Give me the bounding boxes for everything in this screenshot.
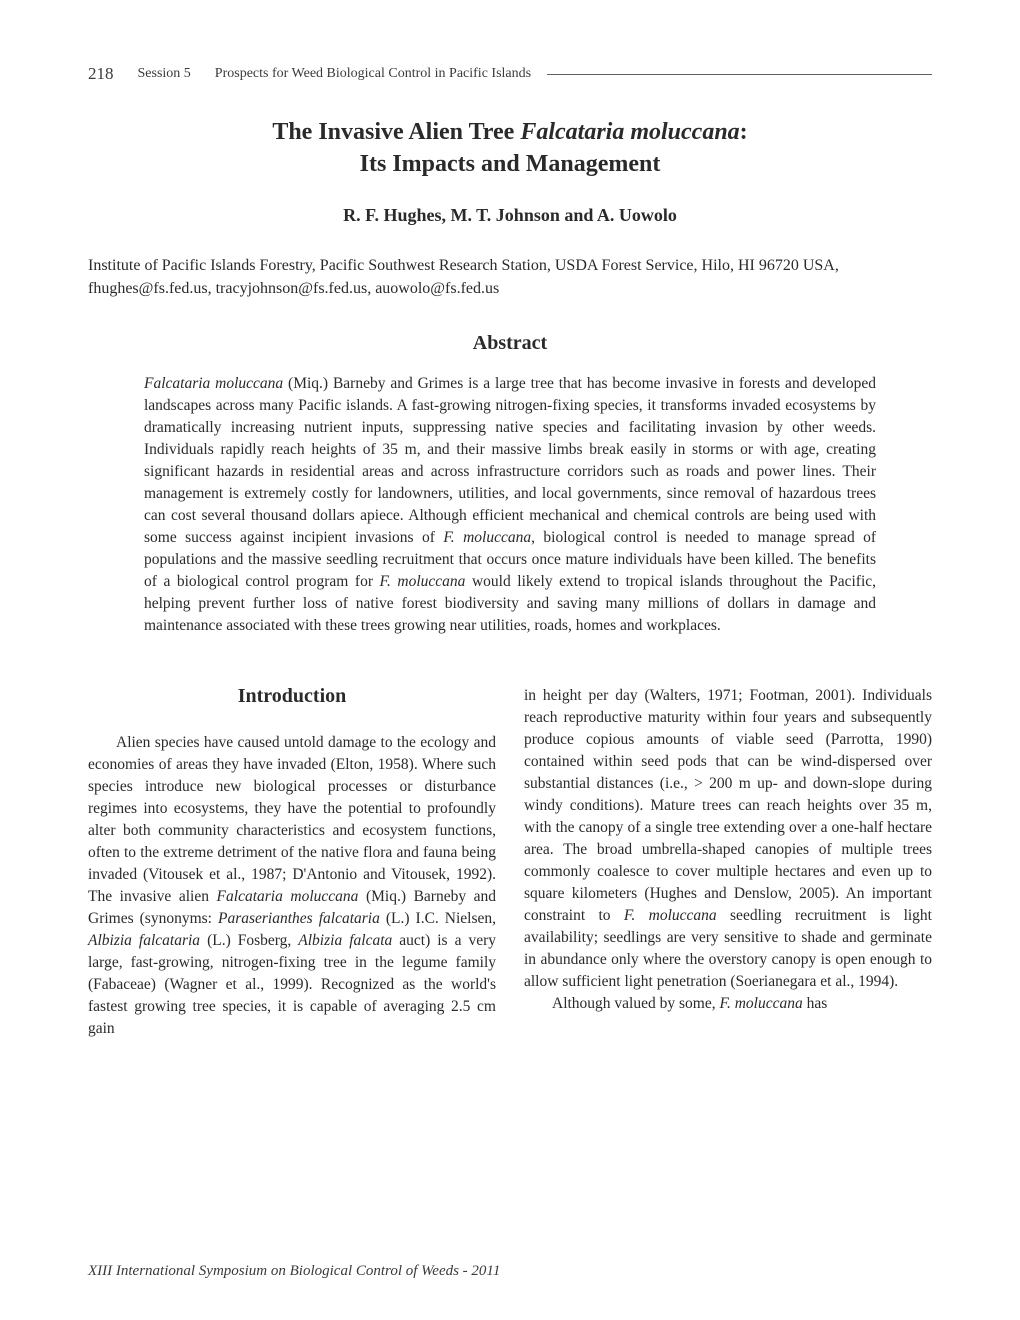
title-line2: Its Impacts and Management bbox=[360, 151, 661, 177]
paper-title: The Invasive Alien Tree Falcataria moluc… bbox=[88, 116, 932, 181]
authors: R. F. Hughes, M. T. Johnson and A. Uowol… bbox=[88, 205, 932, 226]
title-line1-pre: The Invasive Alien Tree bbox=[272, 119, 520, 145]
abstract-body: Falcataria moluccana (Miq.) Barneby and … bbox=[88, 373, 932, 637]
title-block: The Invasive Alien Tree Falcataria moluc… bbox=[88, 116, 932, 181]
abstract-heading: Abstract bbox=[88, 332, 932, 355]
title-line1-post: : bbox=[740, 119, 748, 145]
right-column: in height per day (Walters, 1971; Footma… bbox=[524, 685, 932, 1040]
intro-para-right-1: in height per day (Walters, 1971; Footma… bbox=[524, 685, 932, 993]
session-label: Session 5 bbox=[138, 66, 191, 82]
running-header: 218 Session 5 Prospects for Weed Biologi… bbox=[88, 64, 932, 84]
introduction-heading: Introduction bbox=[88, 685, 496, 708]
left-column: Introduction Alien species have caused u… bbox=[88, 685, 496, 1040]
footer-symposium: XIII International Symposium on Biologic… bbox=[88, 1263, 500, 1280]
page-number: 218 bbox=[88, 64, 114, 84]
two-column-body: Introduction Alien species have caused u… bbox=[88, 685, 932, 1040]
intro-para-left: Alien species have caused untold damage … bbox=[88, 732, 496, 1040]
header-rule bbox=[547, 74, 932, 75]
title-line1-italic: Falcataria moluccana bbox=[520, 119, 739, 145]
session-title: Prospects for Weed Biological Control in… bbox=[215, 66, 531, 82]
affiliation: Institute of Pacific Islands Forestry, P… bbox=[88, 254, 932, 300]
intro-para-right-2: Although valued by some, F. moluccana ha… bbox=[524, 993, 932, 1015]
